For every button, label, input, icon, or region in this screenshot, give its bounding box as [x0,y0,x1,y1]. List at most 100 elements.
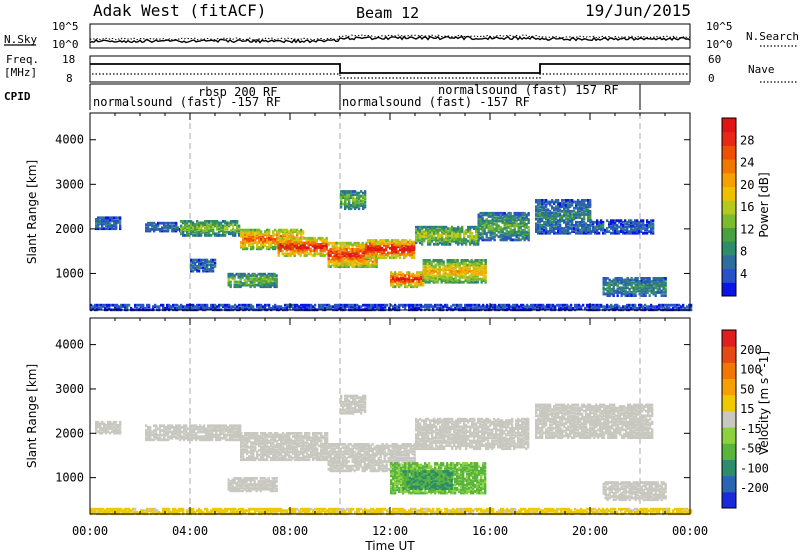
power-cell [95,225,98,229]
power-cell [408,280,411,284]
power-cell [630,224,633,227]
power-cell [363,244,366,248]
power-cell [204,269,207,273]
power-cell [577,225,580,229]
power-cell [437,236,440,240]
power-cell [640,286,643,290]
power-cell [521,211,524,215]
power-cell [460,268,463,272]
power-cell [397,239,400,242]
power-cell [497,230,500,234]
power-cell [450,269,453,273]
power-y-tick-label: 4000 [55,133,84,147]
power-cell [367,262,370,265]
power-cell [390,271,393,274]
power-cell [245,280,248,284]
power-cell [427,242,430,246]
power-cell [267,279,270,282]
power-cell [482,277,485,281]
power-cell [408,283,411,287]
power-cell [322,305,325,309]
power-cell [565,230,568,233]
power-cell [222,220,225,223]
power-cell [250,228,253,232]
power-cell [249,277,252,281]
power-cell [539,208,542,212]
power-cell [371,245,374,249]
power-cell [587,203,590,207]
power-cell [159,221,162,225]
power-cell [340,193,343,196]
power-cell [636,227,639,230]
power-cell [654,294,657,297]
power-cell [415,241,418,245]
velocity-cell [191,436,194,440]
power-cell [565,231,568,235]
power-cell [626,306,629,310]
power-cell [432,305,435,309]
power-cell [440,280,443,284]
power-cell [348,199,351,203]
power-cell [604,305,607,309]
power-cell [459,230,462,234]
power-cell [480,279,483,282]
power-cell [278,231,281,235]
power-cell [442,273,445,276]
velocity-cell [171,424,174,428]
power-cell [188,306,191,310]
power-cell [151,224,154,228]
power-cell [200,305,203,309]
power-cell [610,305,613,309]
power-cell [413,243,416,247]
power-cell [426,273,429,276]
power-cell [581,206,584,210]
velocity-cell [185,430,188,434]
power-cell [180,226,183,229]
power-cell [429,227,432,231]
power-cell [234,230,237,234]
power-cell [499,238,502,242]
power-cell [549,220,552,224]
velocity-cell [193,429,196,432]
power-cell [658,287,661,291]
power-cell [378,306,381,310]
power-cell [234,234,237,237]
power-cell [246,233,249,237]
velocity-cell [155,432,158,435]
power-cell [516,305,519,309]
power-cell [227,280,230,284]
power-cell [369,243,372,247]
power-cell [258,233,261,237]
power-cell [341,251,344,254]
power-cell [399,242,402,246]
power-cell [546,303,549,307]
power-cell [471,239,474,243]
power-cell [585,209,588,213]
power-cell [351,257,354,261]
power-cell [589,199,592,202]
power-cell [459,239,462,243]
power-cell [432,265,435,268]
power-cell [581,203,584,207]
power-cell [660,281,663,285]
power-cell [630,286,633,290]
power-cell [96,305,99,309]
power-cell [470,273,473,276]
power-cell [632,224,635,227]
power-cell [260,305,263,309]
power-cell [567,211,570,215]
velocity-cell [189,438,192,442]
power-cell [383,254,386,258]
power-cell [480,280,483,284]
power-cell [103,221,106,224]
power-cell [230,306,233,310]
power-cell [247,272,250,276]
power-cell [497,216,500,220]
velocity-cell [179,427,182,431]
power-cell [202,306,205,310]
velocity-cell [193,436,196,440]
power-cell [430,273,433,276]
power-cell [479,218,482,221]
power-cell [406,272,409,276]
power-cell [642,224,645,227]
